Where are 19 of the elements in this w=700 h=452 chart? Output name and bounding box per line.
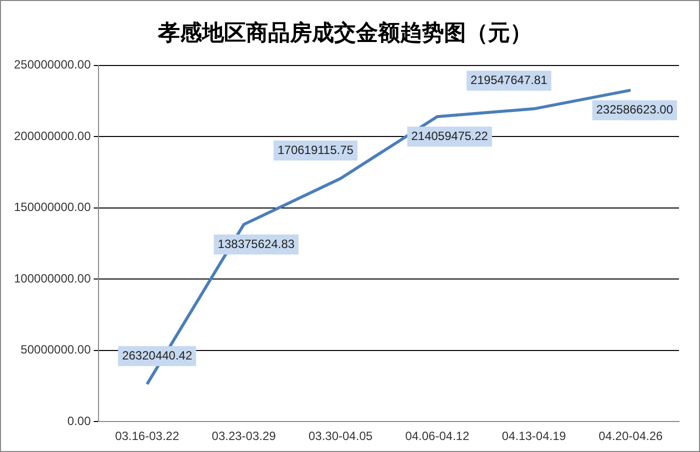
chart-title: 孝感地区商品房成交金额趋势图（元） [157,20,532,46]
y-tick-label: 100000000.00 [14,271,92,286]
x-tick-label: 04.13-04.19 [502,429,566,444]
data-label: 26320440.42 [122,348,192,362]
x-tick-label: 03.23-03.29 [212,429,276,444]
data-label: 138375624.83 [218,236,295,251]
x-tick-label: 04.20-04.26 [598,429,663,444]
y-tick-label: 150000000.00 [14,200,92,214]
data-label: 214059475.22 [411,128,488,143]
y-tick-label: 250000000.00 [14,58,92,72]
y-tick-label: 200000000.00 [14,128,92,143]
data-label: 219547647.81 [470,73,548,88]
x-tick-label: 03.16-03.22 [115,429,180,444]
data-label: 170619115.75 [278,142,354,157]
x-tick-label: 04.06-04.12 [405,429,470,444]
data-label: 232586623.00 [596,102,674,117]
y-tick-label: 0.00 [67,414,92,428]
y-tick-label: 50000000.00 [20,342,92,357]
x-tick-label: 03.30-04.05 [308,429,373,444]
